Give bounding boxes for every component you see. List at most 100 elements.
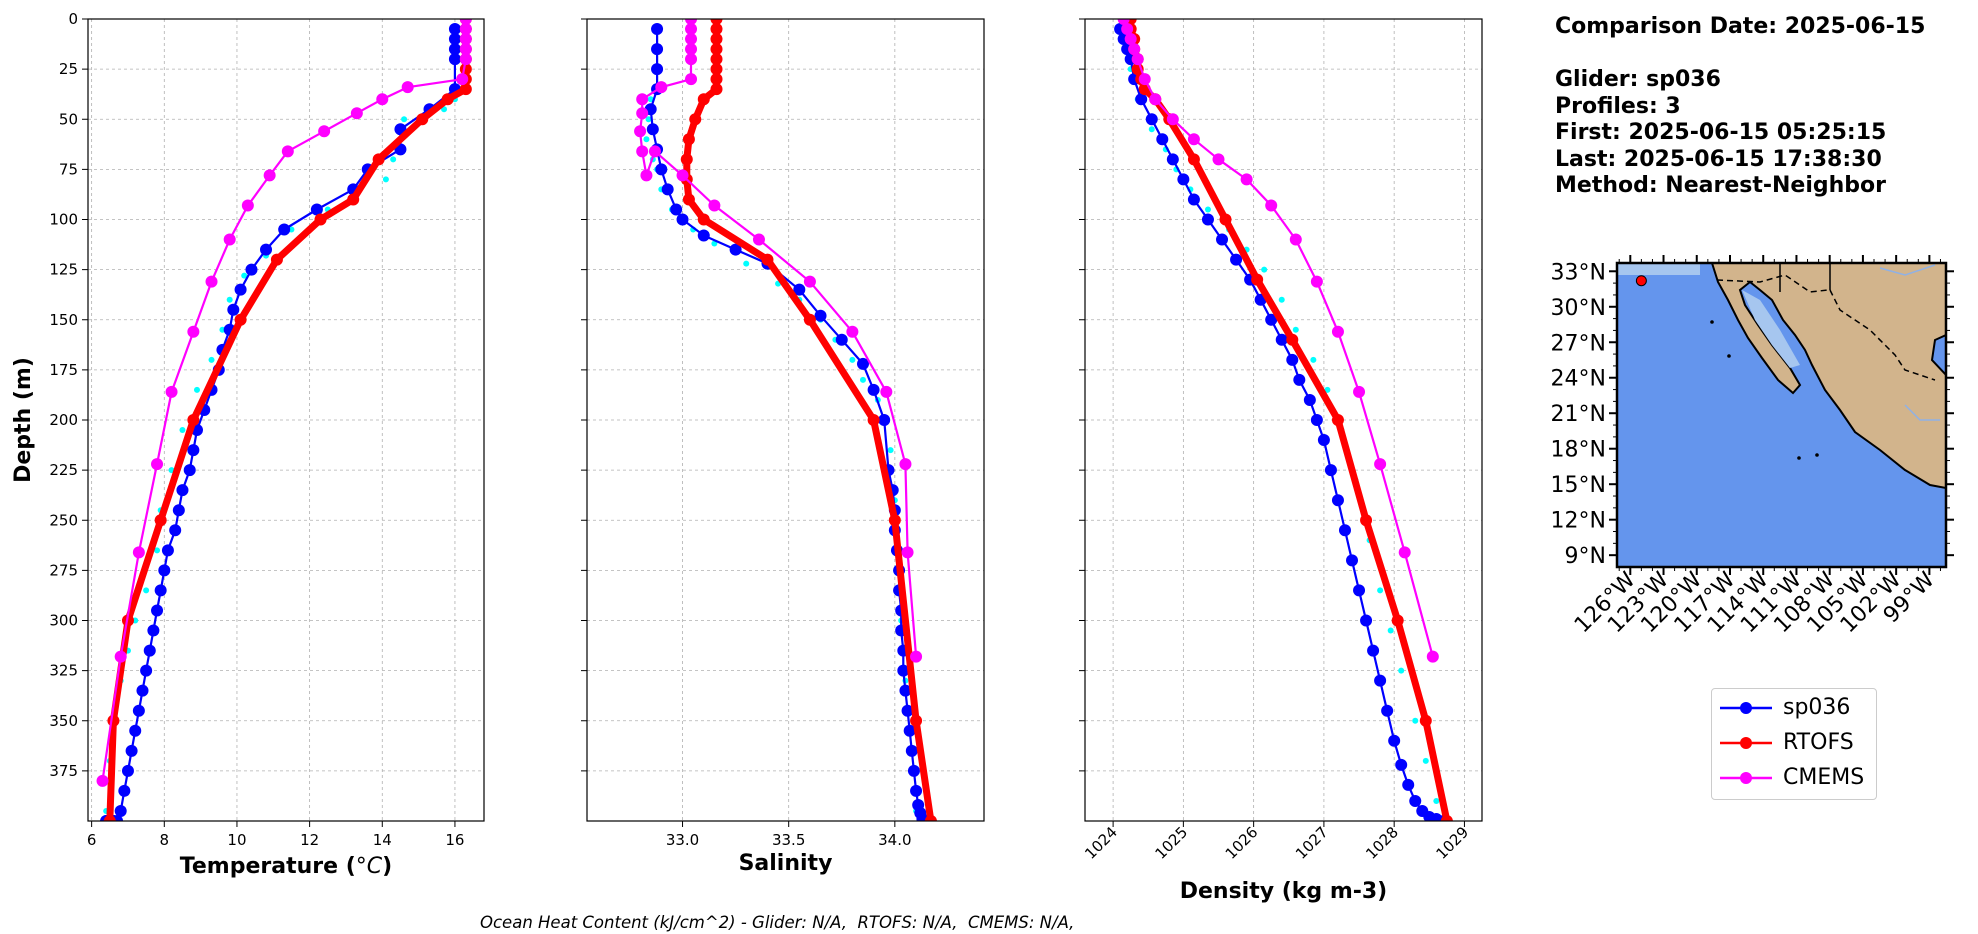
data-point-sp036: [1230, 253, 1243, 266]
data-point-cmems: [1212, 153, 1225, 166]
x-tick-label: 1028: [1362, 823, 1402, 863]
data-point-cmems: [880, 385, 893, 398]
data-point-cmems: [752, 233, 765, 246]
data-point-cmems: [1138, 73, 1151, 86]
data-point-raw: [193, 386, 200, 393]
data-point-raw: [154, 547, 161, 554]
lat-label: 18°N: [1551, 438, 1606, 463]
data-point-rtofs: [697, 93, 710, 106]
data-point-sp036: [1324, 464, 1337, 477]
data-point-rtofs: [710, 63, 723, 76]
data-point-sp036: [655, 163, 668, 176]
data-point-sp036: [147, 624, 160, 637]
data-point-cmems: [655, 81, 668, 94]
data-point-raw: [1278, 296, 1285, 303]
legend-swatch: [1720, 702, 1772, 714]
x-tick-label: 16: [445, 831, 464, 849]
legend-item-cmems: CMEMS: [1712, 764, 1872, 794]
data-point-cmems: [1265, 199, 1278, 212]
data-point-sp036: [1187, 193, 1200, 206]
data-point-cmems: [685, 19, 698, 25]
unit-symbol: °C: [356, 854, 383, 879]
lat-label: 33°N: [1551, 260, 1606, 285]
data-point-sp036: [1367, 644, 1380, 657]
plot-area: [1114, 19, 1453, 821]
y-tick-label: 175: [49, 361, 78, 379]
data-point-raw: [647, 96, 654, 103]
data-point-raw: [1148, 126, 1155, 133]
data-point-cmems: [459, 33, 472, 46]
data-point-rtofs: [710, 19, 723, 25]
data-point-raw: [1204, 206, 1211, 213]
data-point-raw: [1412, 717, 1419, 724]
data-point-cmems: [151, 458, 164, 471]
legend-swatch: [1720, 737, 1772, 749]
data-point-sp036: [245, 263, 258, 276]
data-point-sp036: [118, 784, 131, 797]
data-point-rtofs: [1391, 614, 1404, 627]
data-point-raw: [179, 427, 186, 434]
data-point-sp036: [158, 564, 171, 577]
data-point-sp036: [856, 357, 869, 370]
data-point-raw: [849, 356, 856, 363]
data-point-sp036: [1177, 173, 1190, 186]
data-point-cmems: [459, 53, 472, 66]
data-point-rtofs: [372, 153, 385, 166]
chart-panel-2: 1024 1025 1026 1027 1028 1029 Density (kg m-3): [1079, 18, 1483, 904]
data-point-cmems: [685, 53, 698, 66]
plot-area: [96, 19, 472, 821]
y-tick-label: 350: [49, 712, 78, 730]
data-point-rtofs: [888, 514, 901, 527]
data-point-rtofs: [1251, 273, 1264, 286]
y-tick-label: 200: [49, 411, 78, 429]
data-point-sp036: [1360, 614, 1373, 627]
data-point-sp036: [1331, 494, 1344, 507]
data-point-raw: [1433, 797, 1440, 804]
data-point-sp036: [1402, 778, 1415, 791]
data-point-sp036: [901, 704, 914, 717]
data-point-rtofs: [347, 193, 360, 206]
island: [1727, 354, 1731, 358]
legend: sp036 RTOFS CMEMS: [1711, 688, 1877, 800]
method: Method: Nearest-Neighbor: [1555, 173, 1886, 198]
border: [1779, 263, 1831, 292]
data-point-cmems: [1426, 650, 1439, 663]
data-point-rtofs: [187, 414, 200, 426]
shelf: [1617, 263, 1700, 275]
x-tick-label: 33.5: [772, 831, 805, 849]
data-point-cmems: [1124, 33, 1137, 46]
data-point-rtofs: [710, 73, 723, 86]
legend-label: RTOFS: [1783, 730, 1854, 755]
data-point-rtofs: [710, 23, 723, 36]
data-point-cmems: [1374, 458, 1387, 471]
y-axis-label: Depth (m): [11, 357, 36, 483]
data-point-sp036: [227, 303, 240, 316]
data-point-rtofs: [1419, 714, 1432, 727]
data-point-sp036: [651, 43, 664, 56]
x-tick-label: 10: [227, 831, 246, 849]
data-point-cmems: [1166, 113, 1179, 126]
data-point-raw: [143, 587, 150, 594]
data-point-sp036: [651, 23, 664, 36]
island: [1797, 456, 1801, 460]
data-point-rtofs: [867, 414, 880, 426]
data-point-rtofs: [1286, 333, 1299, 346]
data-point-sp036: [1293, 373, 1306, 386]
lat-label: 9°N: [1565, 544, 1606, 569]
data-point-rtofs: [710, 83, 723, 96]
data-point-rtofs: [682, 193, 695, 206]
series-line-cmems: [639, 19, 918, 657]
data-point-sp036: [835, 333, 848, 346]
data-point-sp036: [1286, 353, 1299, 366]
data-point-raw: [711, 240, 718, 247]
data-point-sp036: [878, 414, 891, 426]
legend-label: CMEMS: [1783, 765, 1865, 790]
plot-area: [634, 19, 937, 821]
data-point-cmems: [803, 275, 816, 288]
data-point-cmems: [640, 169, 653, 182]
data-point-rtofs: [1440, 815, 1453, 821]
y-tick-label: 325: [49, 662, 78, 680]
x-tick-label: 34.0: [878, 831, 911, 849]
lat-label: 30°N: [1551, 296, 1606, 321]
data-point-sp036: [1303, 393, 1316, 406]
